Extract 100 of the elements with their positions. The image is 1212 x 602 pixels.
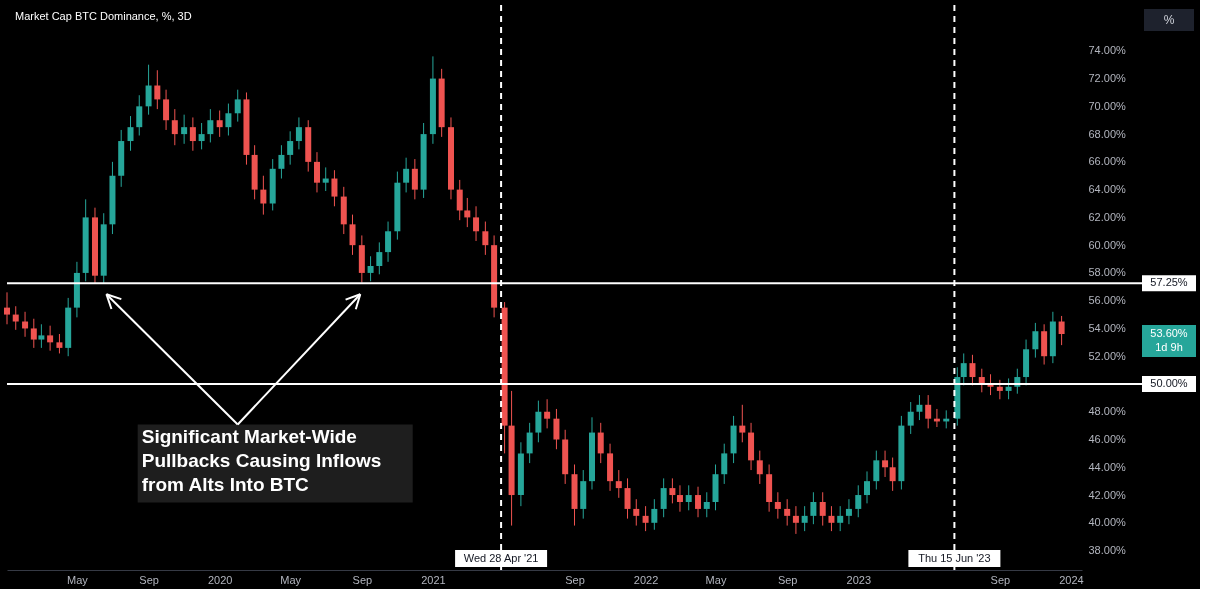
x-tick-label: 2020 xyxy=(207,573,233,586)
candlestick xyxy=(685,484,692,511)
candlestick xyxy=(792,505,799,535)
y-tick-label: 48.00% xyxy=(1088,405,1127,418)
candlestick xyxy=(925,394,932,429)
candlestick xyxy=(969,354,976,386)
candlestick xyxy=(819,491,826,527)
candlestick xyxy=(163,89,170,131)
y-tick-label: 46.00% xyxy=(1088,433,1127,446)
candlestick xyxy=(526,422,533,464)
candlestick xyxy=(960,352,967,386)
candlestick xyxy=(756,450,763,485)
y-tick-label: 68.00% xyxy=(1088,127,1127,140)
candlestick xyxy=(660,477,667,518)
y-tick-label: 52.00% xyxy=(1088,349,1127,362)
candlestick xyxy=(331,169,338,207)
x-tick-label: May xyxy=(67,573,89,586)
candlestick xyxy=(642,505,649,532)
candlestick xyxy=(774,491,781,520)
y-tick-label: 38.00% xyxy=(1088,544,1127,557)
y-tick-label: 56.00% xyxy=(1088,294,1127,307)
ref-line-label: 57.25% xyxy=(1150,276,1188,289)
x-tick-label: Sep xyxy=(990,573,1011,586)
candlestick xyxy=(553,408,560,450)
candlestick xyxy=(181,114,188,145)
candlestick xyxy=(12,305,19,331)
candlestick xyxy=(295,116,302,150)
candlestick xyxy=(313,151,320,193)
candlestick xyxy=(367,255,374,282)
candlestick xyxy=(544,398,551,429)
candlestick xyxy=(784,498,791,527)
y-tick-label: 62.00% xyxy=(1088,210,1127,223)
candlestick xyxy=(996,379,1003,400)
candlestick xyxy=(810,491,817,525)
candlestick xyxy=(207,108,214,143)
y-tick-label: 72.00% xyxy=(1088,72,1127,85)
chart-title: Market Cap BTC Dominance, %, 3D xyxy=(15,10,192,22)
candlestick xyxy=(349,214,356,256)
y-tick-label: 74.00% xyxy=(1088,44,1127,57)
y-tick-label: 60.00% xyxy=(1088,238,1127,251)
candlestick xyxy=(1005,377,1012,400)
ref-line-label: Wed 28 Apr '21 xyxy=(463,552,539,564)
candlestick xyxy=(385,221,392,263)
candlestick xyxy=(216,110,223,138)
candlestick xyxy=(456,179,463,221)
candlestick xyxy=(651,498,658,531)
candlestick xyxy=(136,94,143,136)
candlestick xyxy=(234,89,241,123)
candlestick xyxy=(411,158,418,200)
candlestick xyxy=(703,491,710,518)
x-tick-label: Sep xyxy=(352,573,373,586)
candlestick xyxy=(171,108,178,146)
candlestick xyxy=(278,144,285,180)
candlestick xyxy=(855,484,862,518)
candlestick xyxy=(873,450,880,490)
x-tick-label: Sep xyxy=(139,573,159,586)
candlestick xyxy=(669,477,676,504)
ref-line-label: Thu 15 Jun '23 xyxy=(918,552,991,564)
candlestick xyxy=(127,115,134,152)
candlestick xyxy=(837,505,844,532)
candlestick xyxy=(145,64,152,116)
candlestick xyxy=(1032,322,1039,359)
candlestick xyxy=(739,404,746,443)
candlestick xyxy=(403,157,410,193)
candlestick xyxy=(633,498,640,527)
candlestick xyxy=(482,221,489,256)
candlestick xyxy=(535,400,542,443)
y-tick-label: 70.00% xyxy=(1088,99,1127,112)
text: 1d 9h xyxy=(1155,341,1183,353)
candlestick xyxy=(1058,315,1065,346)
candlestick xyxy=(916,394,923,421)
candlestick xyxy=(376,241,383,275)
candlestick xyxy=(4,291,10,325)
candlestick xyxy=(154,69,161,110)
x-tick-label: Sep xyxy=(777,573,798,586)
candlestick xyxy=(47,325,54,352)
annotation: Significant Market-Wide Pullbacks Causing Inflows from Alts Into BTC xyxy=(141,426,382,496)
candlestick xyxy=(615,469,622,499)
candlestick xyxy=(907,401,914,435)
y-tick-label: 42.00% xyxy=(1088,488,1127,501)
y-tick-label: 64.00% xyxy=(1088,183,1127,196)
candlestick xyxy=(676,484,683,513)
candlestick xyxy=(30,318,37,349)
candlestick xyxy=(56,333,63,354)
candlestick xyxy=(624,477,631,520)
candlestick xyxy=(38,323,45,349)
candlestick xyxy=(322,166,329,192)
x-tick-label: 2021 xyxy=(421,573,446,586)
candlestick xyxy=(287,130,294,166)
x-tick-label: 2023 xyxy=(846,573,871,586)
text: 53.60% xyxy=(1150,327,1188,339)
x-tick-label: May xyxy=(705,573,727,586)
candlestick xyxy=(189,116,196,152)
y-tick-label: 44.00% xyxy=(1088,460,1127,473)
candlestick xyxy=(882,450,889,478)
candlestick xyxy=(225,103,232,136)
y-tick-label: 58.00% xyxy=(1088,266,1127,279)
x-tick-label: 2022 xyxy=(633,573,659,586)
y-tick-label: 54.00% xyxy=(1088,321,1127,334)
candlestick xyxy=(473,205,480,242)
